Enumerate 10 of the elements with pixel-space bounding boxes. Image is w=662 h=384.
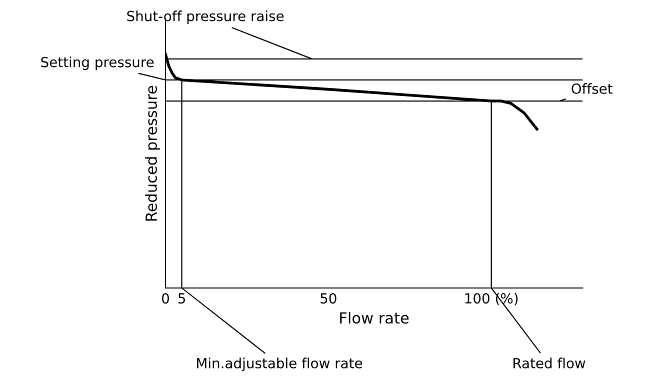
annotation: Min.adjustable flow rate	[197, 358, 362, 372]
x-tick-label: 50	[320, 293, 336, 304]
x-tick-label: 5	[178, 293, 185, 304]
y-axis-title: Reduced pressure	[145, 86, 160, 221]
x-tick-label: 0	[162, 293, 169, 304]
annotation: Shut-off pressure raise	[127, 10, 284, 24]
annotation: Rated flow	[514, 358, 586, 368]
annotation: Offset	[572, 83, 612, 94]
x-axis-title: Flow rate	[340, 312, 409, 324]
annotation: Setting pressure	[41, 56, 154, 70]
